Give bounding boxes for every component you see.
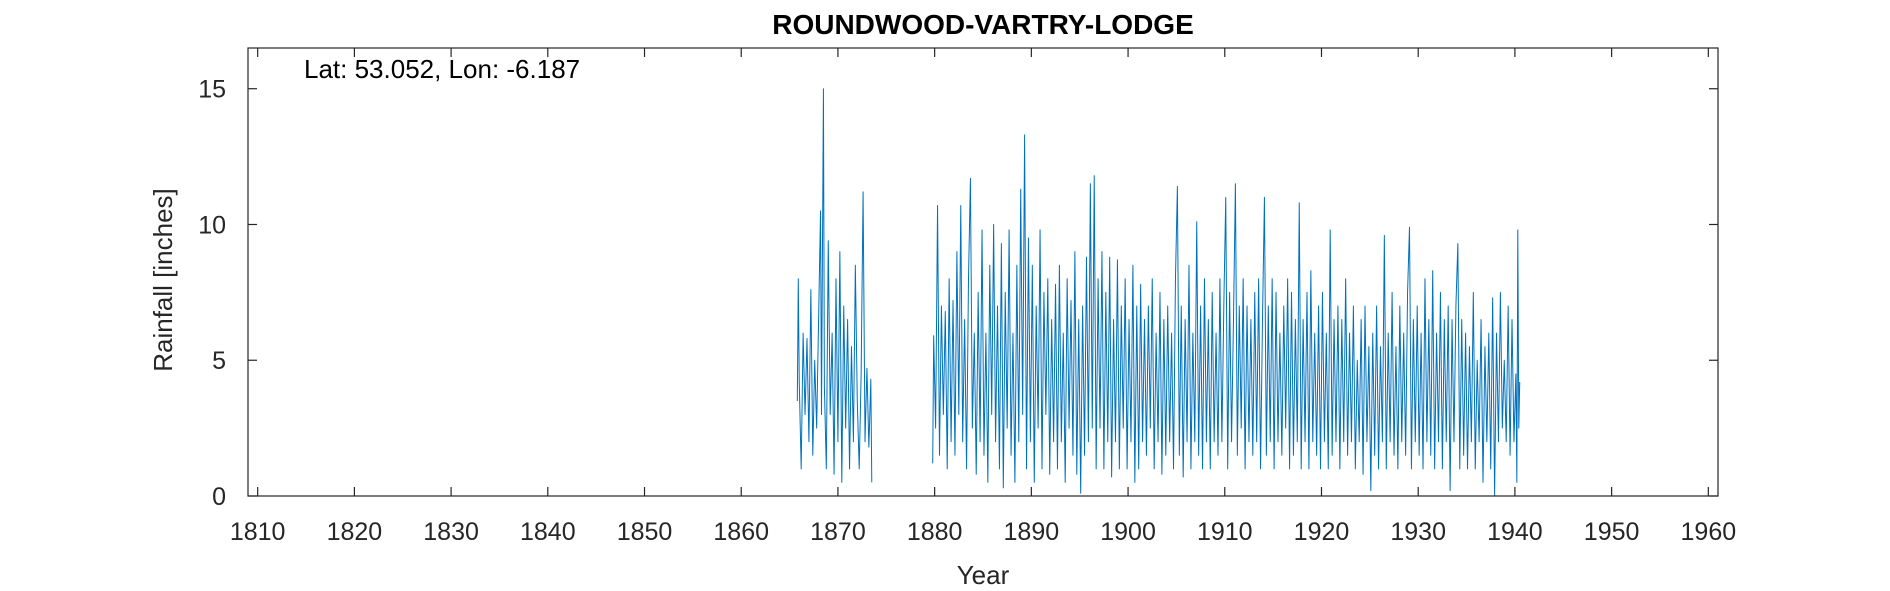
x-tick-label: 1820	[327, 518, 383, 546]
series-line-1	[796, 88, 873, 483]
y-tick-label: 10	[198, 211, 226, 239]
x-tick-label: 1860	[713, 518, 769, 546]
x-tick-label: 1900	[1100, 518, 1156, 546]
x-tick-label: 1940	[1487, 518, 1543, 546]
y-tick-label: 5	[212, 347, 226, 375]
x-tick-label: 1930	[1390, 518, 1446, 546]
axes-frame	[247, 47, 1719, 497]
x-tick-label: 1870	[810, 518, 866, 546]
location-annotation: Lat: 53.052, Lon: -6.187	[304, 54, 580, 84]
x-tick-label: 1950	[1584, 518, 1640, 546]
x-tick-label: 1880	[907, 518, 963, 546]
x-tick-label: 1850	[617, 518, 673, 546]
series-line-2	[932, 134, 1521, 497]
chart-title: ROUNDWOOD-VARTRY-LODGE	[772, 9, 1194, 40]
x-tick-label: 1840	[520, 518, 576, 546]
x-tick-label: 1910	[1197, 518, 1253, 546]
x-tick-label: 1960	[1681, 518, 1737, 546]
ticks-group: 1810 1820 1830 1840 1850 1860 1870 1880 1890 1900…	[198, 48, 1736, 546]
y-tick-label: 15	[198, 76, 226, 104]
x-axis-label: Year	[957, 560, 1010, 590]
data-series-group	[796, 88, 1521, 497]
y-axis-label: Rainfall [inches]	[148, 188, 178, 372]
y-tick-label: 0	[212, 483, 226, 511]
x-tick-label: 1810	[230, 518, 286, 546]
x-tick-label: 1920	[1294, 518, 1350, 546]
x-tick-label: 1890	[1004, 518, 1060, 546]
x-tick-label: 1830	[423, 518, 479, 546]
